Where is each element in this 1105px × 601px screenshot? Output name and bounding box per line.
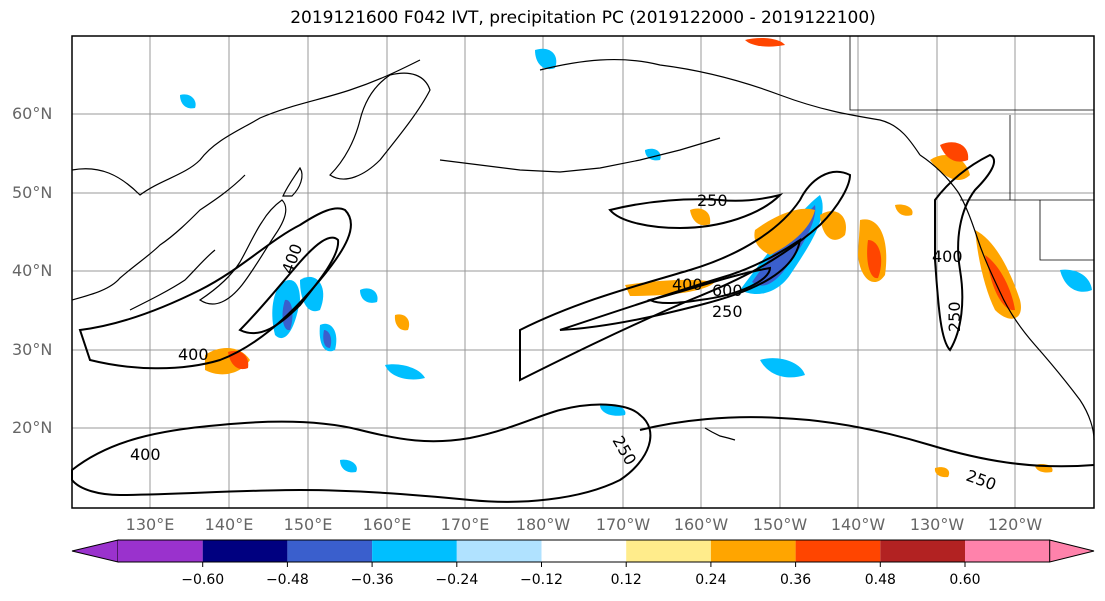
colorbar (71, 539, 1095, 567)
colorbar-segment (456, 540, 542, 562)
colorbar-segment (71, 539, 119, 563)
lat-label: 20°N (12, 418, 53, 437)
colorbar-segment (541, 540, 627, 562)
lon-label: 170°E (440, 515, 490, 534)
lat-label: 60°N (12, 104, 53, 123)
contour-label: 250 (697, 191, 728, 210)
colorbar-segment (202, 540, 288, 562)
colorbar-tick-label: 0.60 (949, 572, 981, 588)
colorbar-segment (287, 540, 373, 562)
contour-label: 400 (178, 345, 209, 364)
lon-label: 140°E (204, 515, 254, 534)
contour-label: 400 (130, 445, 161, 464)
lon-label: 160°E (362, 515, 412, 534)
colorbar-tick-label: −0.24 (435, 572, 479, 588)
colorbar-tick-label: −0.12 (520, 572, 563, 588)
colorbar-tick-label: 0.24 (695, 572, 727, 588)
colorbar-segment (1049, 539, 1095, 563)
lat-label: 50°N (12, 183, 53, 202)
map-frame (71, 35, 1095, 509)
colorbar-tick-label: 0.36 (780, 572, 812, 588)
colorbar-tick-label: −0.36 (350, 572, 394, 588)
coastlines (71, 58, 1095, 441)
map-title: 2019121600 F042 IVT, precipitation PC (2… (290, 8, 876, 28)
contour-label: 250 (712, 302, 743, 321)
colorbar-segment (626, 540, 711, 562)
colorbar-segment (965, 540, 1050, 562)
borders (849, 36, 1094, 261)
ivt-contours (71, 153, 1095, 503)
lat-label: 40°N (12, 261, 53, 280)
lat-label: 30°N (12, 340, 53, 359)
lon-label: 120°W (987, 515, 1043, 534)
lon-label: 130°E (125, 515, 175, 534)
colorbar-tick-label: −0.60 (181, 572, 225, 588)
contour-label: 250 (945, 301, 964, 332)
colorbar-tick-label: 0.48 (864, 572, 896, 588)
lon-label: 170°W (595, 515, 651, 534)
colorbar-segment (118, 540, 203, 562)
contour-label: 600 (712, 281, 743, 300)
lon-label: 160°W (673, 515, 729, 534)
lon-label: 180°W (515, 515, 571, 534)
contour-label: 400 (672, 275, 703, 294)
colorbar-tick-label: −0.48 (265, 572, 309, 588)
colorbar-segment (795, 540, 881, 562)
lon-label: 140°W (830, 515, 886, 534)
contour-label: 400 (932, 247, 963, 266)
colorbar-segment (710, 540, 796, 562)
lon-label: 130°W (909, 515, 965, 534)
lon-label: 150°E (283, 515, 333, 534)
lon-label: 150°W (752, 515, 808, 534)
contour-labels: 250 400 600 250 400 400 400 250 250 400 … (130, 191, 999, 494)
colorbar-tick-label: 0.12 (610, 572, 642, 588)
colorbar-segment (372, 540, 457, 562)
colorbar-segment (880, 540, 965, 562)
